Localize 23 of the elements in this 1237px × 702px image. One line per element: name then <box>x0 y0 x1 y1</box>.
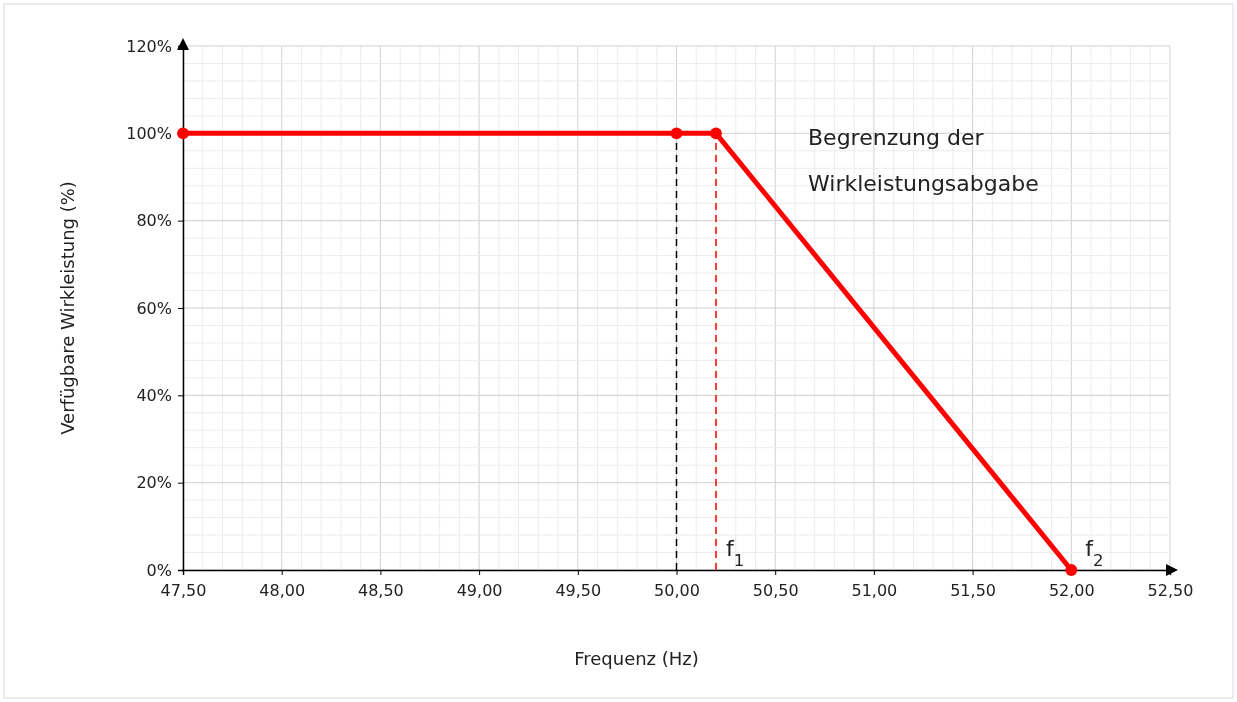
x-axis-title: Frequenz (Hz) <box>574 648 699 669</box>
x-tick-label: 49,50 <box>555 581 602 601</box>
x-tick-label: 52,00 <box>1048 581 1095 601</box>
y-tick-label: 120% <box>126 36 172 56</box>
x-tick-label: 47,50 <box>160 581 207 601</box>
x-tick-label: 51,50 <box>950 581 997 601</box>
y-tick-label: 100% <box>126 123 172 143</box>
y-tick-label: 40% <box>136 385 172 405</box>
y-tick-label: 0% <box>146 560 172 580</box>
y-tick-label: 20% <box>136 473 172 493</box>
x-tick-label: 51,00 <box>851 581 898 601</box>
y-tick-label: 60% <box>136 298 172 318</box>
x-tick-label: 52,50 <box>1147 581 1194 601</box>
x-tick-label: 50,50 <box>752 581 799 601</box>
x-tick-label: 49,00 <box>456 581 503 601</box>
annotation: f$_{2}$ <box>1085 536 1104 570</box>
x-tick-label: 48,50 <box>357 581 404 601</box>
ref-line-label: f$_{1}$ <box>725 536 745 570</box>
annotation: Begrenzung der Wirkleistungsabgabe <box>808 125 1039 196</box>
y-axis-title: Verfügbare Wirkleistung (%) <box>57 181 78 435</box>
x-tick-label: 50,00 <box>654 581 700 601</box>
y-tick-label: 80% <box>136 211 172 231</box>
x-tick-label: 48,00 <box>259 581 306 601</box>
